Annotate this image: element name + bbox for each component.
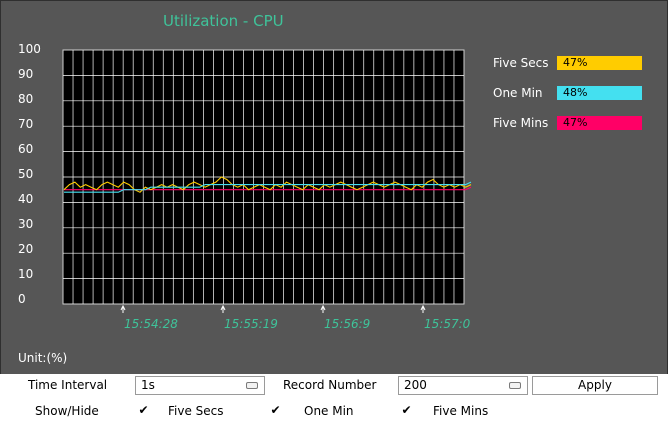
- controls-bar: Time Interval 1s Record Number 200 Apply…: [0, 374, 668, 429]
- series-lines: [63, 176, 472, 193]
- legend-one-min: One Min 48%: [493, 85, 653, 101]
- y-tick-label: 30: [18, 217, 33, 231]
- x-tick-arrow-icon: [120, 304, 126, 311]
- dropdown-icon: [246, 382, 258, 389]
- x-tick-arrow-icon: [320, 304, 326, 311]
- show-hide-label: Show/Hide: [35, 404, 99, 418]
- legend-five-secs: Five Secs 47%: [493, 55, 653, 71]
- time-interval-select[interactable]: 1s: [135, 376, 265, 395]
- x-tick-arrow-icon: [220, 304, 226, 311]
- cpu-utilization-panel: Utilization - CPU 100 90 80 70 60 50 40 30 20 10 0…: [0, 0, 668, 375]
- y-tick-label: 40: [18, 192, 33, 206]
- x-tick-label: 15:57:0: [424, 317, 471, 331]
- one-min-checkbox-label: One Min: [304, 404, 354, 418]
- legend-label: One Min: [493, 86, 543, 100]
- five-secs-checkbox-label: Five Secs: [168, 404, 224, 418]
- time-interval-value: 1s: [141, 378, 155, 392]
- x-tick-label: 15:55:19: [224, 317, 278, 331]
- y-tick-label: 20: [18, 242, 33, 256]
- time-interval-label: Time Interval: [28, 378, 108, 392]
- chart-title: Utilization - CPU: [163, 12, 284, 30]
- five-secs-checkbox[interactable]: ✔: [138, 403, 149, 417]
- apply-button[interactable]: Apply: [532, 376, 658, 395]
- y-tick-label: 0: [18, 292, 26, 306]
- five-mins-checkbox-label: Five Mins: [433, 404, 489, 418]
- legend-value: 47%: [557, 116, 642, 130]
- x-tick-arrow-icon: [420, 304, 426, 311]
- y-tick-label: 10: [18, 267, 33, 281]
- five-mins-checkbox[interactable]: ✔: [401, 403, 412, 417]
- record-number-select[interactable]: 200: [398, 376, 528, 395]
- x-axis-ticks: 15:54:28 15:55:19 15:56:9 15:57:0: [120, 304, 471, 331]
- x-tick-label: 15:54:28: [124, 317, 178, 331]
- legend-label: Five Secs: [493, 56, 549, 70]
- series-line-five-secs: [63, 176, 472, 193]
- y-tick-label: 80: [18, 92, 33, 106]
- unit-label: Unit:(%): [18, 351, 68, 365]
- legend-value: 47%: [557, 56, 642, 70]
- x-tick-label: 15:56:9: [324, 317, 370, 331]
- grid-lines: [63, 50, 464, 304]
- y-tick-label: 100: [18, 42, 41, 56]
- y-tick-label: 60: [18, 142, 33, 156]
- y-tick-label: 90: [18, 67, 33, 81]
- y-tick-label: 70: [18, 117, 33, 131]
- legend-value: 48%: [557, 86, 642, 100]
- series-line-one-min: [64, 181, 472, 193]
- record-number-label: Record Number: [283, 378, 377, 392]
- one-min-checkbox[interactable]: ✔: [270, 403, 281, 417]
- legend-five-mins: Five Mins 47%: [493, 115, 653, 131]
- y-tick-label: 50: [18, 167, 33, 181]
- dropdown-icon: [509, 382, 521, 389]
- record-number-value: 200: [404, 378, 427, 392]
- legend-label: Five Mins: [493, 116, 549, 130]
